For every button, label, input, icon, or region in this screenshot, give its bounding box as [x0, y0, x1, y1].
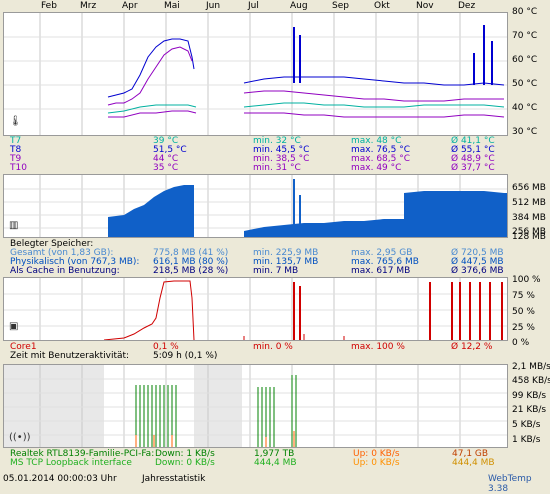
y-tick-label: 30 °C: [512, 127, 538, 137]
y-tick-label: 60 °C: [512, 55, 538, 65]
y-tick-label: 256 MB: [512, 227, 546, 237]
y-tick-label: 100 %: [512, 275, 541, 285]
month-label: Dez: [458, 1, 476, 11]
y-tick-label: 75 %: [512, 291, 535, 301]
memory-header: Belegter Speicher:: [10, 239, 94, 249]
y-tick-label: 1 KB/s: [512, 435, 541, 445]
y-tick-label: 512 MB: [512, 198, 546, 208]
network-signal-icon: ((•)): [9, 432, 31, 443]
month-label: Mai: [164, 1, 180, 11]
month-label: Feb: [41, 1, 57, 11]
y-tick-label: 5 KB/s: [512, 420, 541, 430]
month-label: Aug: [290, 1, 308, 11]
temperature-plot: [4, 13, 507, 135]
y-tick-label: 99 KB/s: [512, 391, 547, 401]
month-label: Jul: [248, 1, 259, 11]
month-label: Jun: [206, 1, 221, 11]
month-label: Mrz: [80, 1, 97, 11]
cpu-plot: [4, 278, 507, 340]
y-tick-label: 656 MB: [512, 183, 546, 193]
timestamp: 05.01.2014 00:00:03 Uhr: [3, 474, 117, 484]
network-plot: [4, 365, 507, 447]
y-tick-label: 458 KB/s: [512, 376, 550, 386]
y-tick-label: 2,1 MB/s: [512, 362, 550, 372]
month-label: Apr: [122, 1, 138, 11]
memory-chip-icon: ▥: [9, 220, 19, 231]
y-tick-label: 128 MB: [512, 232, 546, 242]
y-tick-label: 70 °C: [512, 31, 538, 41]
app-version: WebTemp 3.38: [488, 474, 532, 494]
y-tick-label: 50 °C: [512, 79, 538, 89]
y-tick-label: 25 %: [512, 323, 535, 333]
month-label: Okt: [374, 1, 390, 11]
thermometer-icon: 🌡: [9, 116, 22, 127]
network-graph[interactable]: ((•)): [3, 364, 508, 448]
temperature-graph[interactable]: 🌡: [3, 12, 508, 136]
y-tick-label: 21 KB/s: [512, 405, 547, 415]
cpu-chip-icon: ▣: [9, 321, 19, 332]
y-tick-label: 50 %: [512, 307, 535, 317]
y-tick-label: 0 %: [512, 338, 530, 348]
memory-graph[interactable]: ▥: [3, 174, 508, 238]
view-mode-label[interactable]: Jahresstatistik: [142, 474, 206, 484]
memory-plot: [4, 175, 507, 237]
y-tick-label: 384 MB: [512, 213, 546, 223]
y-tick-label: 80 °C: [512, 7, 538, 17]
month-label: Sep: [332, 1, 349, 11]
cpu-graph[interactable]: ▣: [3, 277, 508, 341]
month-label: Nov: [416, 1, 434, 11]
y-tick-label: 40 °C: [512, 103, 538, 113]
